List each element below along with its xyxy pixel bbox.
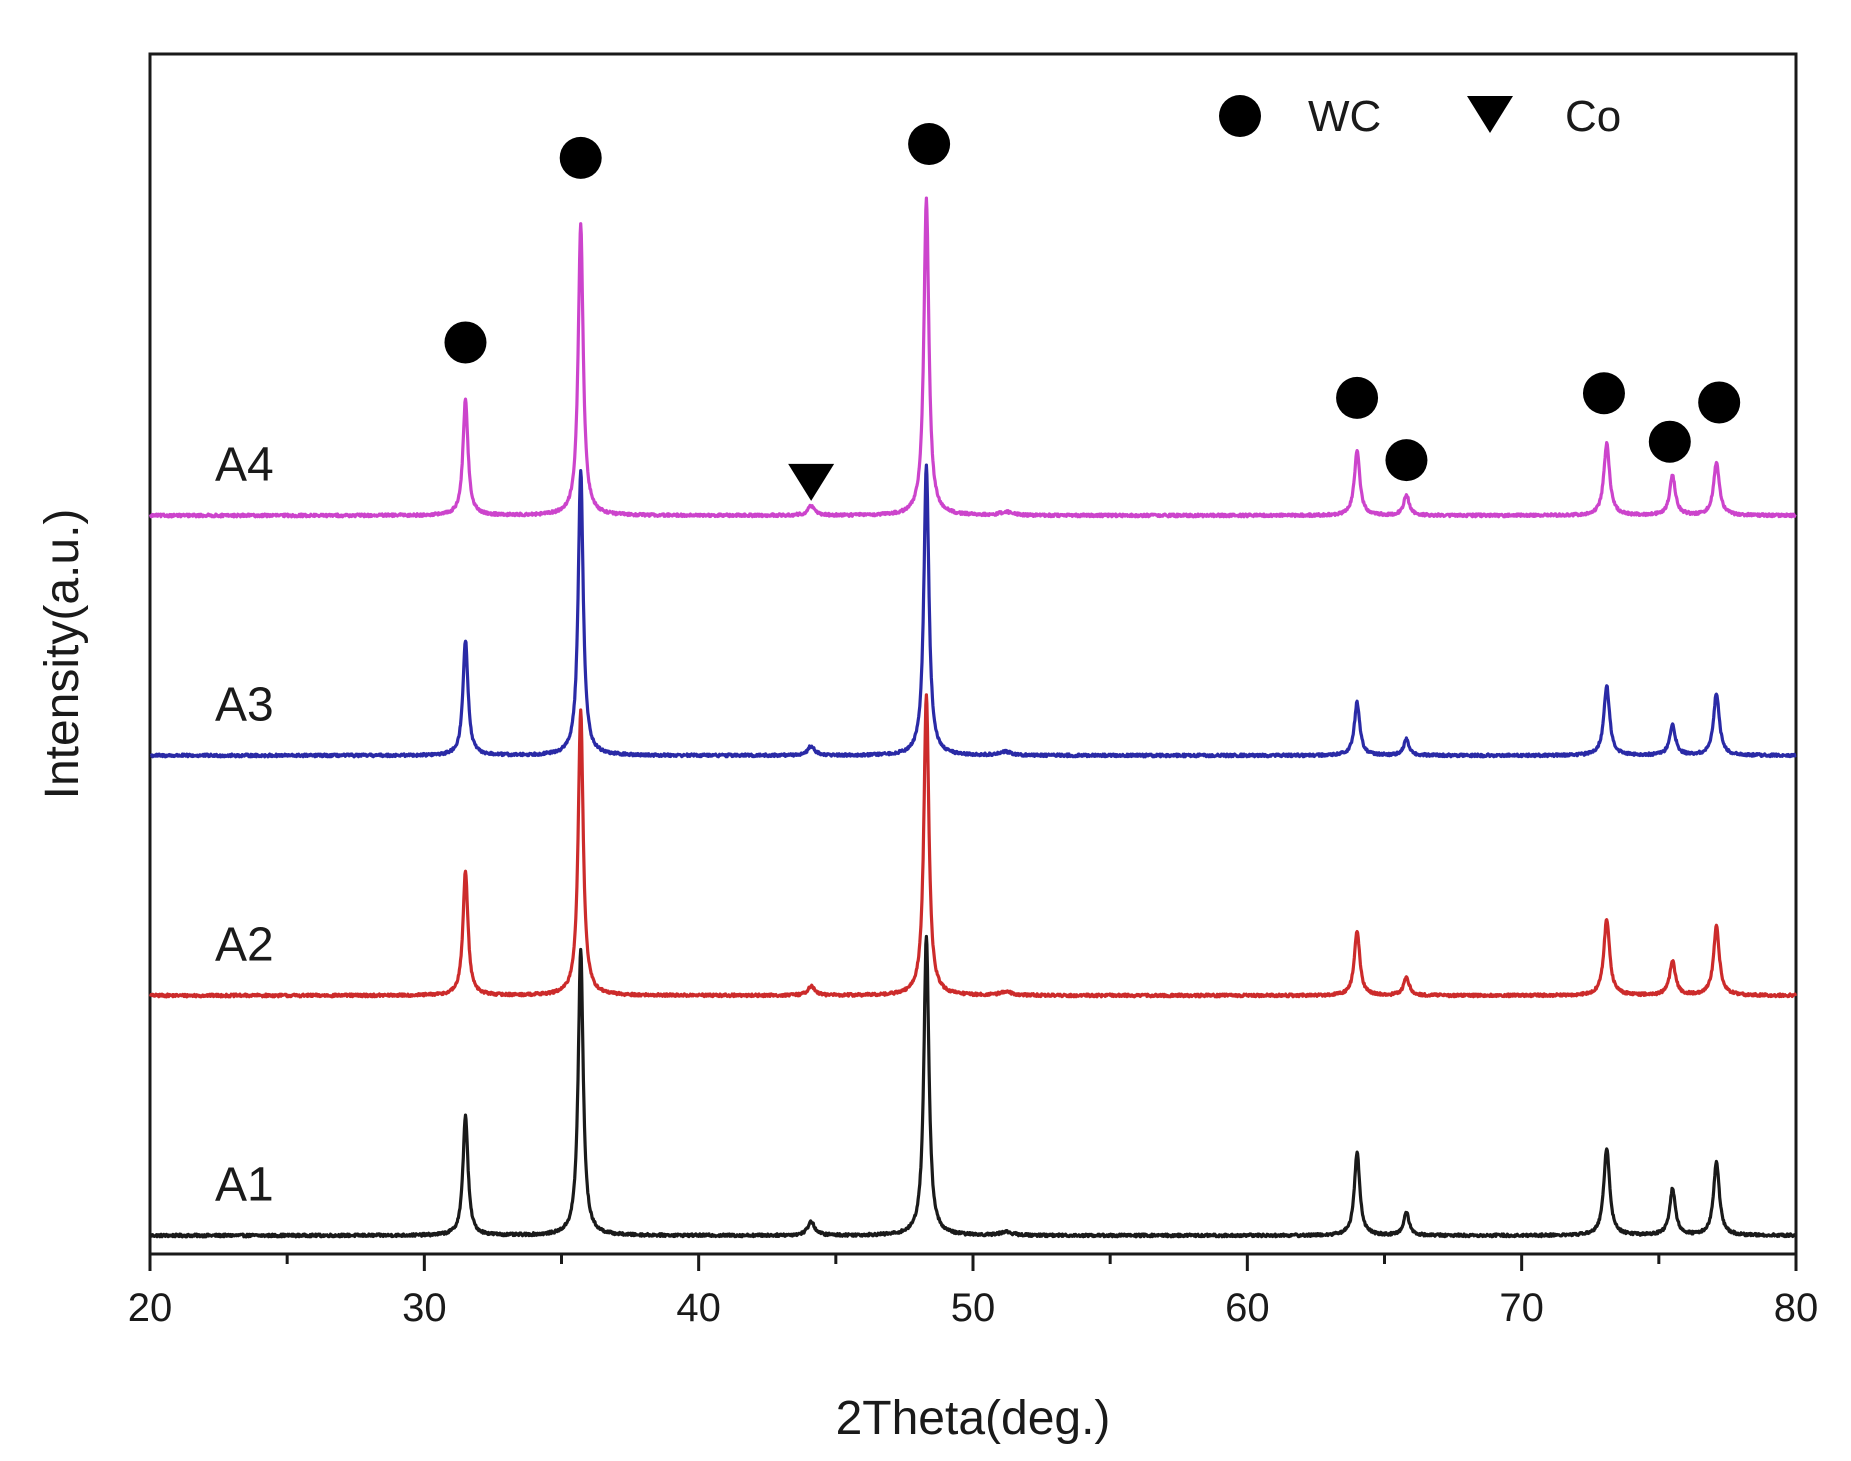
wc-peak-marker-icon [444, 321, 487, 364]
x-axis: 20 30 40 50 60 70 80 [128, 1255, 1819, 1330]
x-tick-label: 40 [676, 1286, 721, 1330]
x-tick-label: 70 [1499, 1286, 1544, 1330]
wc-peak-marker-icon [1582, 372, 1625, 415]
y-axis-title: Intensity(a.u.) [36, 509, 89, 800]
sample-label-layer: A1 A2 A3 A4 [215, 439, 274, 1212]
legend-label-co: Co [1565, 92, 1621, 141]
series-line-a3 [149, 463, 1797, 759]
wc-peak-marker-icon [1385, 439, 1428, 482]
x-tick-label: 20 [128, 1286, 173, 1330]
series-line-a2 [148, 693, 1798, 999]
legend-triangle-glyph-icon [1467, 96, 1513, 133]
wc-peak-marker-icon [559, 136, 602, 179]
x-tick-label: 50 [951, 1286, 996, 1330]
wc-peak-marker-icon [1336, 376, 1379, 419]
series-line-a1 [149, 934, 1797, 1239]
sample-label-a2: A2 [215, 919, 274, 972]
x-tick-label: 60 [1225, 1286, 1270, 1330]
plot-frame [148, 52, 1798, 1256]
phase-marker-layer [444, 123, 1741, 501]
legend-wc-circle-icon [1219, 95, 1261, 137]
series-layer [148, 196, 1798, 1239]
x-axis-title: 2Theta(deg.) [836, 1392, 1111, 1445]
x-tick-label: 30 [402, 1286, 447, 1330]
legend-co-triangle-icon [1467, 96, 1513, 133]
legend: WC Co [1219, 92, 1621, 141]
sample-label-a3: A3 [215, 679, 274, 732]
sample-label-a1: A1 [215, 1159, 274, 1212]
x-tick-label: 80 [1774, 1286, 1819, 1330]
wc-peak-marker-icon [1648, 420, 1691, 463]
series-line-a4 [148, 196, 1797, 519]
sample-label-a4: A4 [215, 439, 274, 492]
legend-label-wc: WC [1308, 92, 1381, 141]
wc-peak-marker-icon [1698, 381, 1741, 424]
wc-peak-marker-icon [908, 123, 951, 165]
legend-circle-glyph-icon [1219, 95, 1261, 137]
co-peak-marker-icon [788, 463, 835, 501]
